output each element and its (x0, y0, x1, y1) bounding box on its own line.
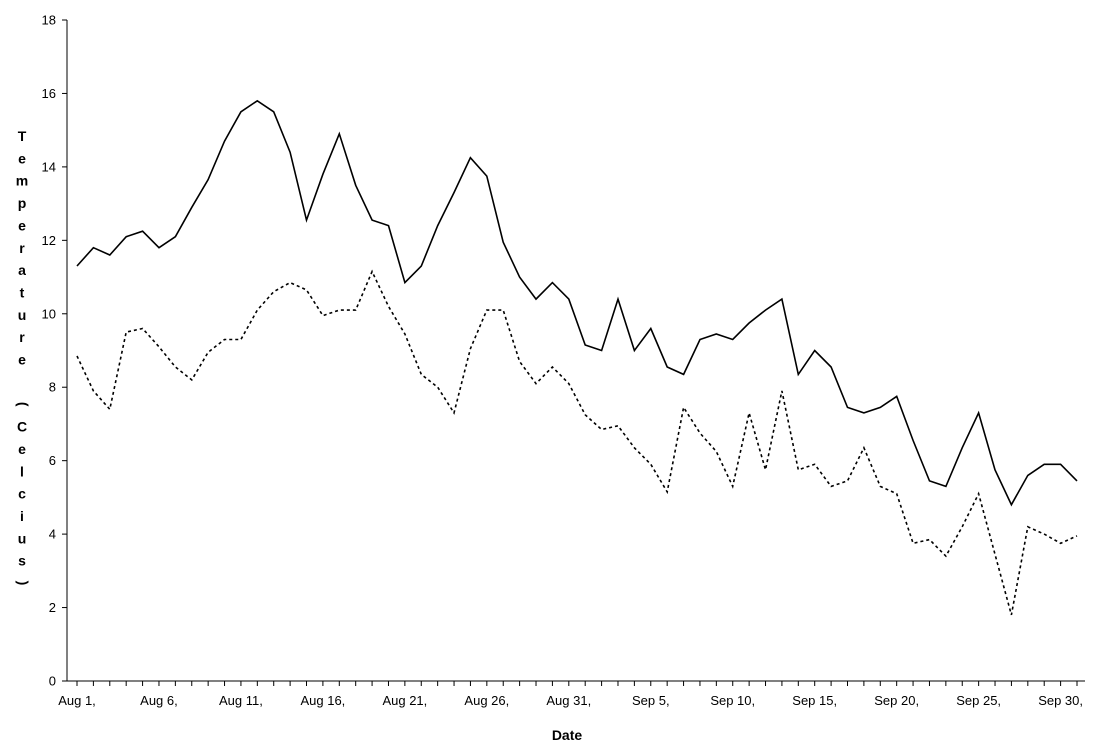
series-line-1 (76, 99, 1078, 507)
y-tick-label: 2 (49, 600, 56, 615)
x-tick-label: Sep 5, (632, 693, 670, 708)
y-axis-title-char: e (18, 150, 26, 166)
x-axis: Aug 1, Aug 6, Aug 11, Aug 16, Aug 21, Aug 26,… (58, 680, 1085, 708)
x-tick-label: Sep 30, (1038, 693, 1083, 708)
y-axis-title-char: ) (15, 581, 31, 586)
x-tick-label: Sep 25, (956, 693, 1001, 708)
y-axis-title-char: C (17, 419, 27, 435)
x-tick-label: Aug 26, (464, 693, 509, 708)
y-tick-label: 0 (49, 674, 56, 689)
y-axis-title-char: m (16, 173, 28, 189)
y-tick-label: 18 (42, 13, 56, 28)
y-axis-title-char: i (20, 508, 24, 524)
x-tick-label: Aug 11, (219, 693, 263, 708)
y-axis-title-char: l (20, 463, 24, 479)
y-axis: 0 2 4 6 8 10 12 14 16 18 (42, 13, 68, 689)
y-tick-label: 14 (42, 159, 56, 174)
y-axis-title-char: e (18, 217, 26, 233)
y-axis-title-char: e (18, 441, 26, 457)
y-axis-title-char: c (18, 486, 26, 502)
y-axis-title-char: r (19, 240, 25, 256)
y-axis-title-char: e (18, 352, 26, 368)
y-axis-title-char: a (18, 262, 26, 278)
y-tick-label: 10 (42, 306, 56, 321)
x-tick-label: Sep 10, (710, 693, 755, 708)
x-tick-label: Aug 31, (546, 693, 591, 708)
x-tick-label: Aug 21, (382, 693, 427, 708)
series-layer (76, 99, 1078, 616)
x-tick-label: Sep 15, (792, 693, 837, 708)
y-axis-title-char: u (18, 530, 27, 546)
x-tick-label: Aug 16, (300, 693, 345, 708)
y-tick-label: 12 (42, 233, 56, 248)
y-axis-title-char: ( (15, 402, 31, 407)
y-tick-label: 6 (49, 453, 56, 468)
y-axis-title-char: T (18, 128, 27, 144)
x-axis-title: Date (552, 727, 583, 743)
series-line-2 (76, 269, 1078, 616)
y-axis-title-char: u (18, 307, 27, 323)
y-tick-label: 8 (49, 380, 56, 395)
y-axis-title-char: p (18, 195, 27, 211)
y-axis-title-char: t (20, 284, 25, 300)
y-axis-title-char: s (18, 553, 26, 569)
x-tick-label: Aug 6, (140, 693, 178, 708)
x-tick-label: Aug 1, (58, 693, 96, 708)
y-tick-label: 4 (49, 527, 56, 542)
y-tick-label: 16 (42, 86, 56, 101)
y-axis-title-char: r (19, 329, 25, 345)
x-tick-label: Sep 20, (874, 693, 919, 708)
